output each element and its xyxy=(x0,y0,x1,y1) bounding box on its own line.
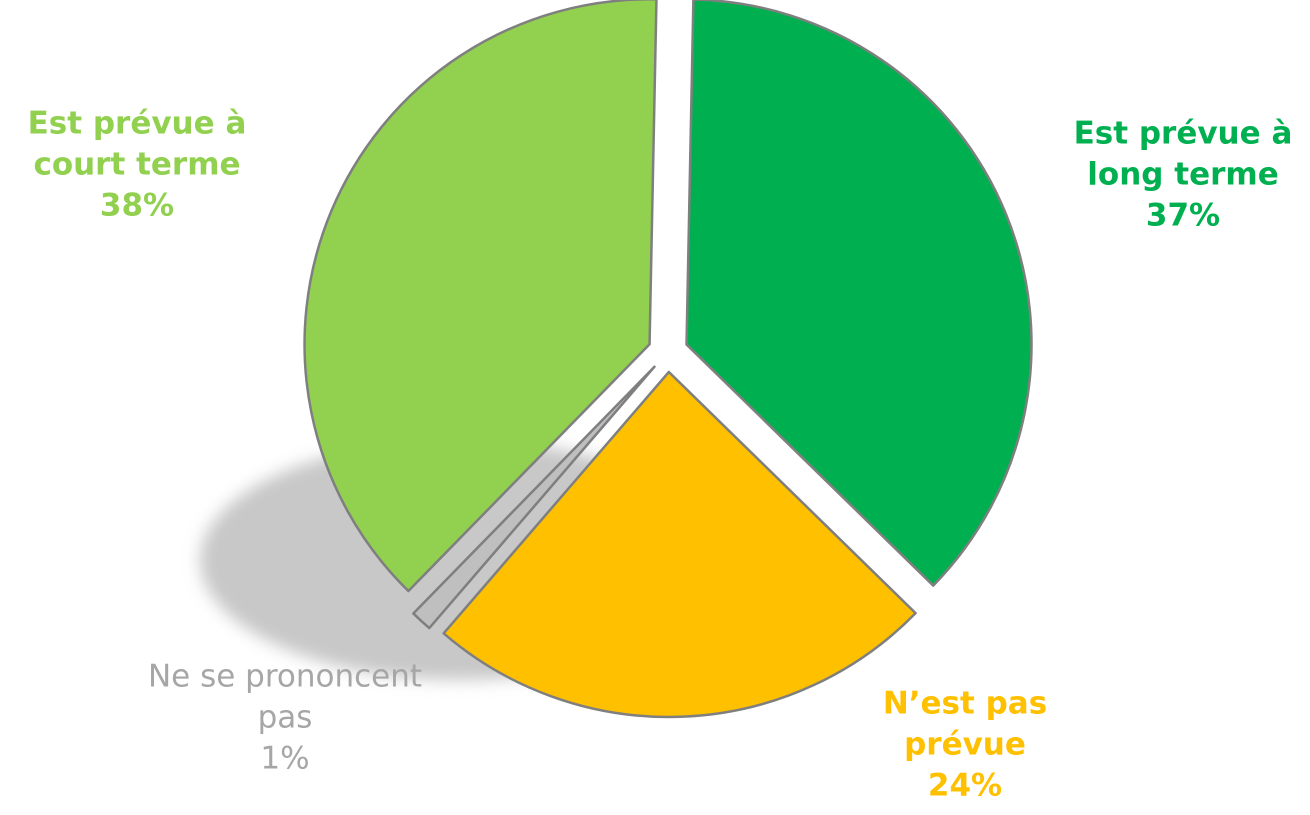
category-label: Est prévue à long terme xyxy=(1073,115,1293,193)
pie-slice xyxy=(303,0,658,593)
value-label: 1% xyxy=(260,740,310,777)
category-label: Est prévue à court terme xyxy=(27,105,247,183)
category-label: Ne se prononcent pas xyxy=(147,658,423,736)
value-label: 38% xyxy=(99,187,175,224)
slices xyxy=(303,0,1033,719)
slice-label: Est prévue à long terme 37% xyxy=(1058,114,1308,237)
category-label: N’est pas prévue xyxy=(882,685,1048,763)
pie-slice xyxy=(685,0,1033,587)
value-label: 37% xyxy=(1145,197,1221,234)
pie-slice xyxy=(442,370,917,719)
slice-label: N’est pas prévue 24% xyxy=(855,684,1075,807)
slice-label: Est prévue à court terme 38% xyxy=(7,104,267,227)
pie-slice xyxy=(412,365,656,630)
slice-label: Ne se prononcent pas 1% xyxy=(125,657,445,780)
value-label: 24% xyxy=(927,767,1003,804)
